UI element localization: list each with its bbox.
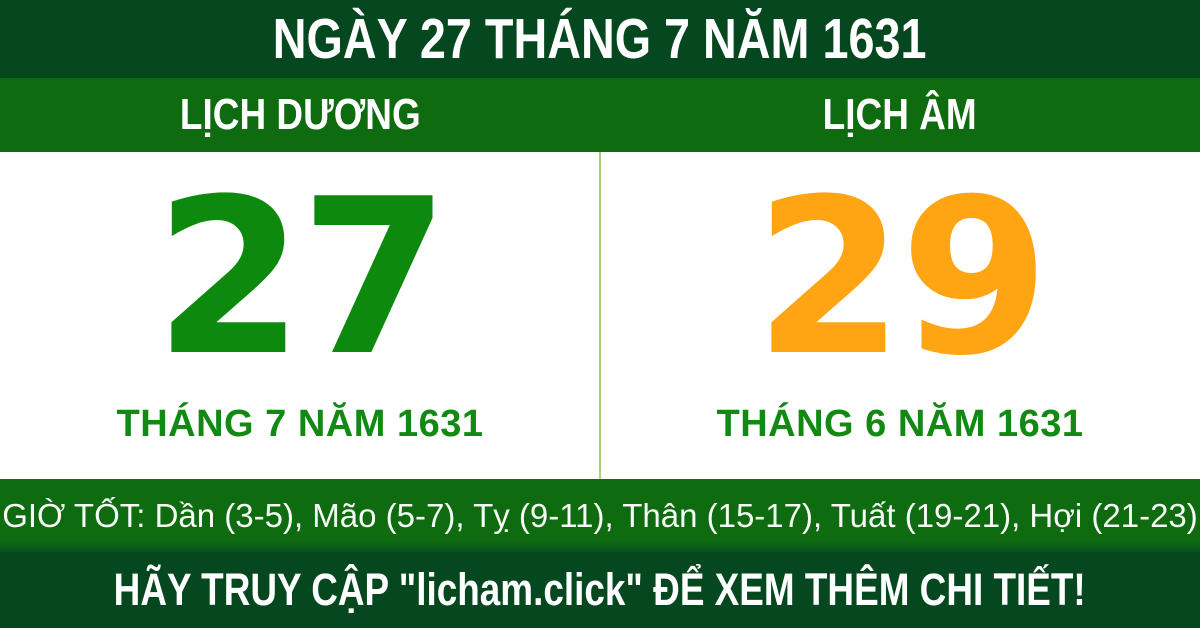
good-hours-bar: GIỜ TỐT: Dần (3-5), Mão (5-7), Tỵ (9-11)… — [0, 479, 1200, 552]
lunar-panel: 29 THÁNG 6 NĂM 1631 — [600, 152, 1200, 479]
lunar-calendar-header: LỊCH ÂM — [600, 78, 1200, 152]
good-hours-text: GIỜ TỐT: Dần (3-5), Mão (5-7), Tỵ (9-11)… — [2, 496, 1198, 534]
footer-text: HÃY TRUY CẬP "licham.click" ĐỂ XEM THÊM … — [113, 564, 1087, 615]
lunar-month-year-label: THÁNG 6 NĂM 1631 — [716, 402, 1084, 445]
solar-month-year-label: THÁNG 7 NĂM 1631 — [116, 402, 484, 445]
lunar-calendar-label: LỊCH ÂM — [823, 90, 977, 139]
solar-day-number: 27 — [154, 152, 449, 404]
panel-divider — [599, 152, 601, 479]
date-header: NGÀY 27 THÁNG 7 NĂM 1631 — [0, 0, 1200, 78]
footer-banner: HÃY TRUY CẬP "licham.click" ĐỂ XEM THÊM … — [0, 552, 1200, 628]
calendar-type-bar: LỊCH DƯƠNG LỊCH ÂM — [0, 78, 1200, 152]
solar-calendar-header: LỊCH DƯƠNG — [0, 78, 600, 152]
date-header-text: NGÀY 27 THÁNG 7 NĂM 1631 — [273, 7, 927, 71]
solar-calendar-label: LỊCH DƯƠNG — [179, 90, 421, 139]
lunar-day-number: 29 — [754, 152, 1049, 404]
solar-panel: 27 THÁNG 7 NĂM 1631 — [0, 152, 600, 479]
day-panels: 27 THÁNG 7 NĂM 1631 29 THÁNG 6 NĂM 1631 — [0, 152, 1200, 479]
